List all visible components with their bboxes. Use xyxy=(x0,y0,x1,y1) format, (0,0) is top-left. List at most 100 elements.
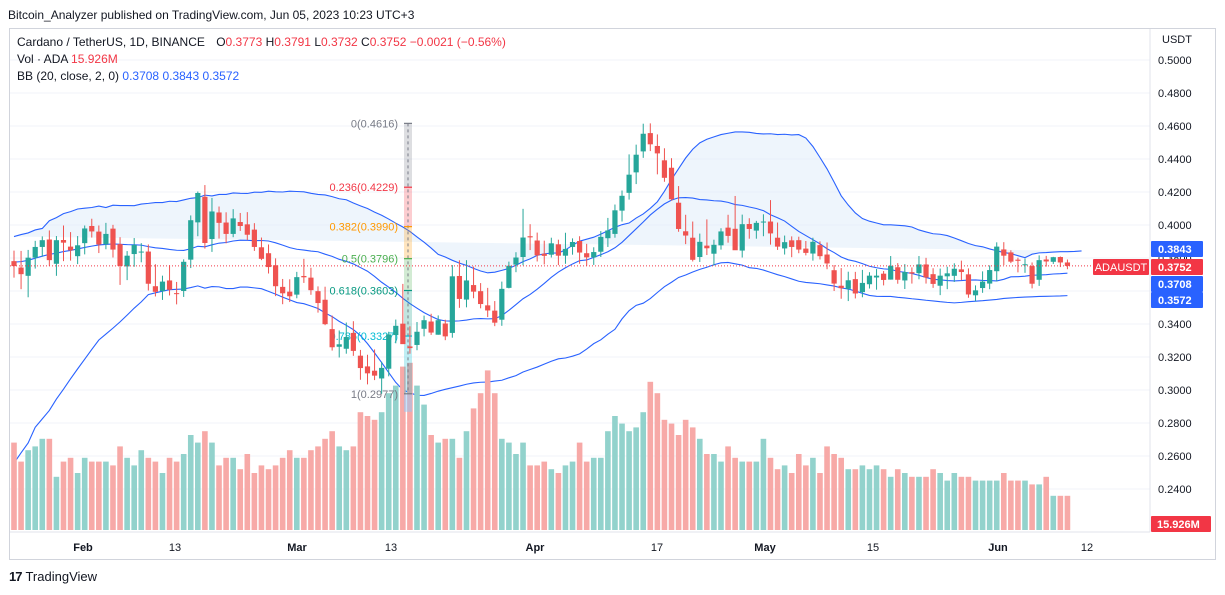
candle-body xyxy=(619,195,625,211)
volume-bar xyxy=(506,442,512,530)
candle-body xyxy=(944,273,950,277)
candle-body xyxy=(449,276,455,333)
candle-body xyxy=(647,133,653,145)
candle-body xyxy=(159,281,166,292)
candle-body xyxy=(1036,260,1042,280)
candle-body xyxy=(400,323,406,345)
tradingview-brand[interactable]: 17 TradingView xyxy=(9,569,97,584)
candle-body xyxy=(888,265,894,280)
volume-bar xyxy=(449,438,456,530)
price-tick-label: 0.4800 xyxy=(1158,88,1192,100)
volume-bar xyxy=(880,469,887,530)
legend-bb-row: BB (20, close, 2, 0) 0.3708 0.3843 0.357… xyxy=(17,68,506,85)
candle-body xyxy=(11,261,17,267)
price-badge-value: 0.3708 xyxy=(1158,279,1192,291)
volume-bar xyxy=(357,412,364,530)
candle-body xyxy=(994,246,1000,272)
candle-body xyxy=(852,279,858,294)
legend-symbol[interactable]: Cardano / TetherUS, 1D, BINANCE xyxy=(17,35,205,49)
candle-body xyxy=(1001,249,1007,256)
volume-bar xyxy=(470,408,477,530)
candle-body xyxy=(195,192,201,223)
time-tick-label: May xyxy=(754,542,776,554)
fib-level-label: 0.5(0.3796) xyxy=(342,254,398,266)
price-scale-unit[interactable]: USDT xyxy=(1162,34,1192,46)
candle-body xyxy=(824,254,830,264)
volume-bar xyxy=(1064,495,1071,530)
candle-body xyxy=(789,240,795,247)
chart-frame[interactable] xyxy=(9,28,1216,560)
volume-bar xyxy=(110,465,116,530)
candle-body xyxy=(258,247,265,259)
candle-body xyxy=(301,275,307,278)
legend: Cardano / TetherUS, 1D, BINANCE O0.3773 … xyxy=(17,34,506,85)
price-tick-label: 0.3200 xyxy=(1158,352,1192,364)
candle-body xyxy=(569,241,576,247)
fib-level-label: 0.236(0.4229) xyxy=(330,182,399,194)
volume-bar xyxy=(718,461,724,530)
legend-ohlc-row: Cardano / TetherUS, 1D, BINANCE O0.3773 … xyxy=(17,34,506,51)
candle-body xyxy=(188,220,194,260)
price-badge xyxy=(1151,276,1203,292)
candle-body xyxy=(881,273,887,280)
price-tick-label: 0.5000 xyxy=(1158,55,1192,67)
volume-bar xyxy=(315,446,321,530)
legend-open-label: O xyxy=(216,35,226,49)
volume-bar xyxy=(555,473,562,530)
volume-bar xyxy=(103,461,109,530)
candle-body xyxy=(202,196,208,243)
volume-bar xyxy=(909,476,915,530)
fib-retracement[interactable]: 0(0.4616) 0.236(0.4229) 0.382(0.3990) 0.5(0… xyxy=(330,118,413,412)
volume-bar xyxy=(696,438,703,530)
candle-body xyxy=(393,325,399,336)
candle-body xyxy=(251,229,257,247)
volume-bar xyxy=(739,461,746,530)
candle-body xyxy=(166,280,173,290)
candle-body xyxy=(753,222,759,231)
volume-bar xyxy=(576,442,583,530)
candle-body xyxy=(626,174,632,193)
price-badge-value: 0.3752 xyxy=(1158,262,1192,274)
candle-body xyxy=(562,248,569,256)
volume-bar xyxy=(598,457,604,530)
fib-zone xyxy=(404,187,412,227)
volume-bar xyxy=(484,370,491,530)
volume-bar xyxy=(1015,480,1021,530)
candle-body xyxy=(117,244,123,266)
volume-bar xyxy=(124,457,130,530)
candle-body xyxy=(987,270,993,284)
volume-bar xyxy=(1001,473,1007,530)
volume-bar xyxy=(173,461,180,530)
price-badge xyxy=(1151,241,1203,257)
volume-bar xyxy=(732,457,738,530)
volume-bar xyxy=(548,469,555,530)
candle-body xyxy=(577,241,583,253)
volume-bar xyxy=(491,393,498,530)
price-axis[interactable]: 0.5000 0.4800 0.4600 0.4400 0.4200 0.4000 0.38… xyxy=(1149,29,1192,532)
volume-bar xyxy=(654,393,661,530)
volume-bar xyxy=(986,480,993,530)
volume-bar xyxy=(930,469,936,530)
volume-bar xyxy=(760,438,767,530)
candle-body xyxy=(379,367,385,379)
volume-bar xyxy=(53,476,60,530)
time-axis[interactable]: Feb 13 Mar 13 Apr 17 May 15 Jun 12 xyxy=(10,531,1150,554)
volume-bar xyxy=(414,385,420,530)
candle-body xyxy=(96,231,102,245)
volume-bar xyxy=(824,446,830,530)
volume-bar xyxy=(216,465,222,530)
volume-bar xyxy=(343,450,350,530)
candle-body xyxy=(470,285,477,292)
volume-bar xyxy=(322,438,328,530)
candle-body xyxy=(972,290,979,296)
symbol-badge xyxy=(1093,259,1149,275)
candle-body xyxy=(923,264,929,278)
legend-vol-label[interactable]: Vol · ADA xyxy=(17,52,68,66)
time-tick-label: 15 xyxy=(867,542,879,554)
candle-body xyxy=(774,237,781,247)
candle-body xyxy=(1022,264,1028,266)
volume-bar xyxy=(336,446,343,530)
volume-bar xyxy=(152,461,159,530)
legend-bb-label[interactable]: BB (20, close, 2, 0) xyxy=(17,69,120,83)
